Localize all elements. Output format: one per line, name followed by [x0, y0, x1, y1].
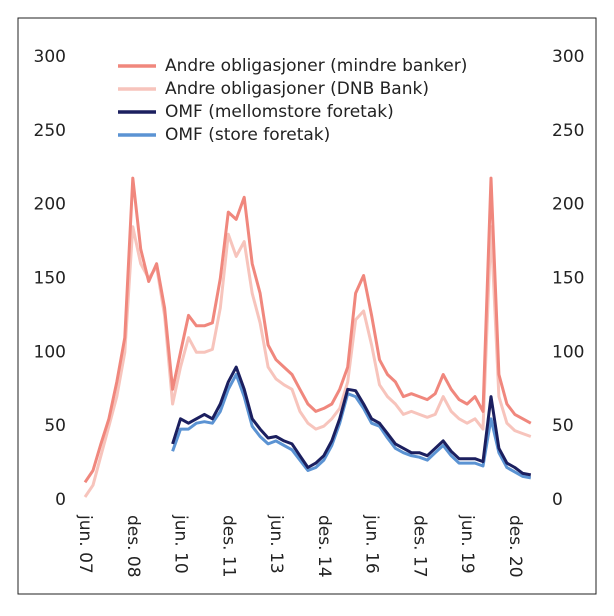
- y2-tick-label: 50: [552, 416, 574, 436]
- legend-label: OMF (store foretak): [165, 125, 330, 145]
- x-tick-label: jun. 10: [171, 514, 191, 574]
- x-tick-label: jun. 19: [457, 514, 477, 574]
- y-tick-label: 0: [55, 490, 66, 510]
- x-tick-label: des. 14: [314, 515, 334, 578]
- x-tick-label: des. 08: [123, 515, 143, 578]
- x-tick-label: jun. 13: [266, 514, 286, 574]
- series-line: [171, 365, 532, 477]
- x-tick-label: des. 17: [409, 515, 429, 578]
- x-tick-label: jun. 16: [362, 514, 382, 574]
- x-tick-label: des. 11: [218, 515, 238, 578]
- series-line: [83, 225, 532, 498]
- frame: [17, 17, 597, 595]
- y-tick-label: 300: [34, 47, 66, 67]
- y2-tick-label: 200: [552, 195, 584, 215]
- x-tick-label: des. 20: [505, 515, 525, 578]
- series-line: [171, 373, 532, 480]
- y-tick-label: 100: [34, 342, 66, 362]
- y-tick-label: 250: [34, 121, 66, 141]
- series-line: [83, 176, 532, 484]
- y-tick-label: 50: [44, 416, 66, 436]
- legend-label: Andre obligasjoner (mindre banker): [165, 56, 467, 76]
- legend-label: Andre obligasjoner (DNB Bank): [165, 79, 429, 99]
- y2-tick-label: 0: [552, 490, 563, 510]
- y2-tick-label: 250: [552, 121, 584, 141]
- x-tick-label: jun. 07: [75, 514, 95, 574]
- y-tick-label: 150: [34, 269, 66, 289]
- y2-tick-label: 150: [552, 269, 584, 289]
- y2-tick-label: 100: [552, 342, 584, 362]
- legend-label: OMF (mellomstore foretak): [165, 102, 394, 122]
- y-tick-label: 200: [34, 195, 66, 215]
- y2-tick-label: 300: [552, 47, 584, 67]
